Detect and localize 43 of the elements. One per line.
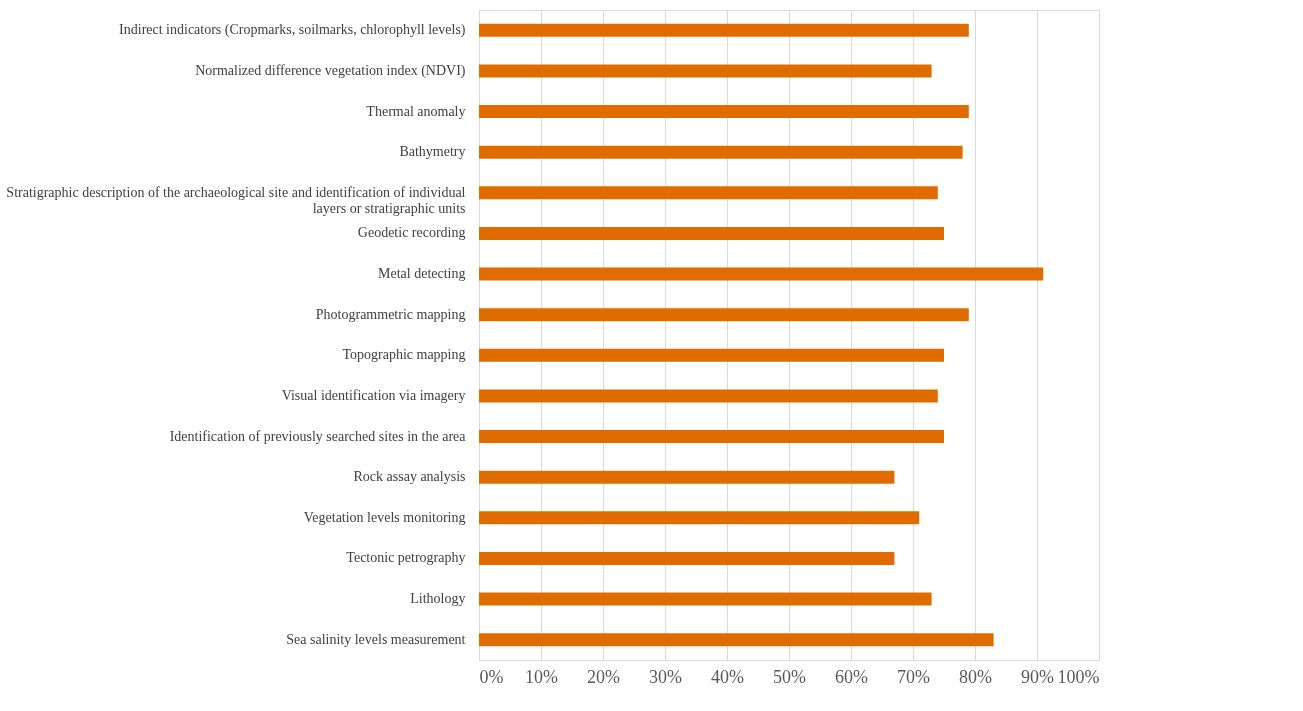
y-tick-label: Thermal anomaly [366, 103, 466, 119]
x-tick-label: 20% [587, 666, 620, 687]
y-tick-label: Indirect indicators (Cropmarks, soilmarks, chlorophyll levels) [119, 22, 466, 39]
bar [479, 470, 895, 484]
x-tick-label: 50% [773, 666, 806, 687]
y-tick-label: Tectonic petrography [346, 550, 466, 566]
y-tick-label: Photogrammetric mapping [315, 306, 466, 322]
y-tick-label: Stratigraphic description of the archaeological site and identification of individual layers or stratigraphic units [6, 184, 466, 216]
x-tick-label: 80% [959, 666, 992, 687]
bar [479, 551, 895, 565]
y-tick-label: Topographic mapping [342, 347, 466, 363]
y-tick-label: Sea salinity levels measurement [286, 631, 466, 647]
bar [479, 592, 932, 606]
bar [479, 226, 944, 240]
bar [479, 23, 969, 37]
x-tick-label: 10% [525, 666, 558, 687]
bar [479, 348, 944, 362]
y-tick-label: Metal detecting [378, 266, 466, 282]
x-tick-label: 70% [897, 666, 930, 687]
bar [479, 389, 938, 403]
y-tick-label: Rock assay analysis [353, 469, 466, 485]
y-tick-label: Lithology [410, 591, 466, 607]
bar [479, 186, 938, 200]
bar [479, 308, 969, 322]
x-tick-label: 30% [649, 666, 682, 687]
bar [479, 267, 1044, 281]
bar [479, 145, 963, 159]
y-tick-label: Bathymetry [399, 144, 466, 160]
y-tick-label: Normalized difference vegetation index (NDVI) [195, 62, 466, 79]
bar [479, 430, 944, 444]
x-tick-label: 100% [1057, 666, 1100, 687]
bar [479, 105, 969, 119]
y-tick-label: Visual identification via imagery [281, 387, 466, 403]
y-tick-label: Identification of previously searched sites in the area [169, 428, 467, 444]
x-tick-label: 60% [835, 666, 868, 687]
x-tick-label: 0% [479, 666, 504, 687]
y-tick-label: Geodetic recording [357, 225, 466, 241]
x-tick-label: 90% [1021, 666, 1054, 687]
bar [479, 511, 920, 525]
bar [479, 633, 994, 647]
x-tick-label: 40% [711, 666, 744, 687]
bar [479, 64, 932, 78]
y-tick-label: Vegetation levels monitoring [303, 509, 466, 525]
